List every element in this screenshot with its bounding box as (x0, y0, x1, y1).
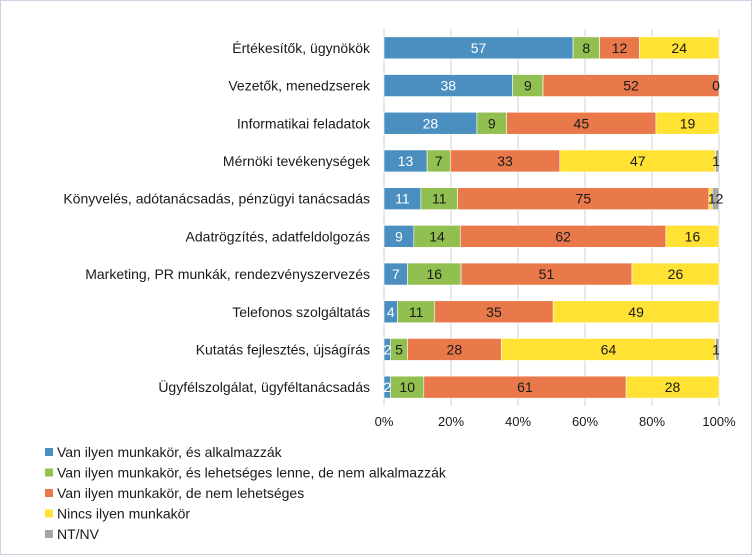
legend-label-2: Van ilyen munkakör, de nem lehetséges (57, 485, 304, 501)
value-label-1-1: 9 (524, 78, 532, 94)
value-label-2-3: 19 (680, 115, 696, 131)
value-label-1-2: 52 (623, 78, 639, 94)
value-label-0-0: 57 (471, 40, 487, 56)
value-label-2-2: 45 (574, 115, 590, 131)
value-label-0-3: 24 (671, 40, 687, 56)
category-label-3: Mérnöki tevékenységek (223, 153, 371, 169)
category-label-4: Könyvelés, adótanácsadás, pénzügyi tanác… (63, 191, 370, 207)
x-tick-label-2: 40% (505, 414, 531, 429)
x-tick-label-5: 100% (702, 414, 736, 429)
category-label-2: Informatikai feladatok (237, 115, 371, 131)
value-label-5-1: 14 (429, 228, 445, 244)
value-label-0-2: 12 (612, 40, 628, 56)
bar-5-3 (665, 225, 720, 248)
legend-label-0: Van ilyen munkakör, és alkalmazzák (57, 444, 283, 460)
value-label-5-2: 62 (555, 228, 571, 244)
value-label-8-4: 1 (712, 341, 720, 357)
value-label-8-1: 5 (395, 341, 403, 357)
legend-label-1: Van ilyen munkakör, és lehetséges lenne,… (57, 465, 447, 481)
x-tick-label-4: 80% (639, 414, 665, 429)
category-label-8: Kutatás fejlesztés, újságírás (196, 341, 370, 357)
value-label-6-1: 16 (426, 266, 442, 282)
x-axis: 0% 20% 40% 60% 80% 100% (375, 414, 736, 429)
legend-label-3: Nincs ilyen munkakör (57, 506, 190, 522)
value-label-9-3: 28 (665, 379, 681, 395)
value-label-2-0: 28 (423, 115, 439, 131)
value-label-8-2: 28 (447, 341, 463, 357)
value-label-0-1: 8 (582, 40, 590, 56)
category-label-5: Adatrögzítés, adatfeldolgozás (186, 228, 370, 244)
value-label-3-3: 47 (630, 153, 646, 169)
value-label-6-0: 7 (392, 266, 400, 282)
value-label-9-2: 61 (517, 379, 533, 395)
legend-swatch-4 (45, 530, 53, 538)
category-label-7: Telefonos szolgáltatás (232, 304, 370, 320)
value-label-5-3: 16 (685, 228, 701, 244)
value-label-4-2: 75 (576, 191, 592, 207)
bar-0-3 (639, 36, 720, 60)
value-label-3-2: 33 (497, 153, 513, 169)
value-label-7-3: 49 (628, 304, 644, 320)
bar-9-3 (625, 375, 720, 399)
value-label-7-1: 11 (409, 304, 424, 320)
bar-3-4 (715, 149, 720, 173)
x-tick-label-0: 0% (375, 414, 394, 429)
legend-swatch-0 (45, 448, 53, 456)
category-label-6: Marketing, PR munkák, rendezvényszervezé… (85, 266, 370, 282)
value-label-1-0: 38 (441, 78, 457, 94)
value-label-3-1: 7 (435, 153, 443, 169)
bar-6-3 (631, 262, 720, 286)
bar-4-4 (711, 187, 720, 210)
legend-label-4: NT/NV (57, 526, 100, 542)
bar-1-2 (542, 74, 720, 97)
value-label-7-2: 35 (486, 304, 502, 320)
value-label-4-0: 11 (395, 191, 410, 207)
value-label-8-3: 64 (601, 341, 617, 357)
value-label-4-4: 12 (708, 191, 724, 207)
x-tick-label-3: 60% (572, 414, 598, 429)
bar-8-4 (715, 338, 720, 361)
bar-7-3 (552, 300, 720, 324)
category-label-0: Értékesítők, ügynökök (232, 40, 371, 56)
category-label-9: Ügyfélszolgálat, ügyféltanácsadás (158, 378, 370, 395)
value-label-6-3: 26 (668, 266, 684, 282)
value-label-1-3: 0 (712, 78, 720, 94)
legend: Van ilyen munkakör, és alkalmazzák Van il… (45, 444, 447, 542)
value-label-7-0: 4 (387, 304, 395, 320)
category-label-1: Vezetők, menedzserek (228, 78, 371, 94)
value-label-9-0: 2 (383, 379, 391, 395)
x-tick-label-1: 20% (438, 414, 464, 429)
category-labels: Értékesítők, ügynökök Vezetők, menedzsere… (63, 40, 371, 395)
value-label-3-4: 1 (712, 153, 720, 169)
value-label-2-1: 9 (488, 115, 496, 131)
bar-2-3 (655, 111, 720, 135)
value-label-9-1: 10 (399, 379, 415, 395)
legend-swatch-3 (45, 509, 53, 518)
value-label-8-0: 2 (383, 341, 391, 357)
value-label-3-0: 13 (398, 153, 414, 169)
value-label-6-2: 51 (539, 266, 555, 282)
value-label-5-0: 9 (395, 228, 403, 244)
value-label-4-1: 11 (432, 191, 447, 207)
legend-swatch-1 (45, 468, 53, 477)
legend-swatch-2 (45, 489, 53, 497)
